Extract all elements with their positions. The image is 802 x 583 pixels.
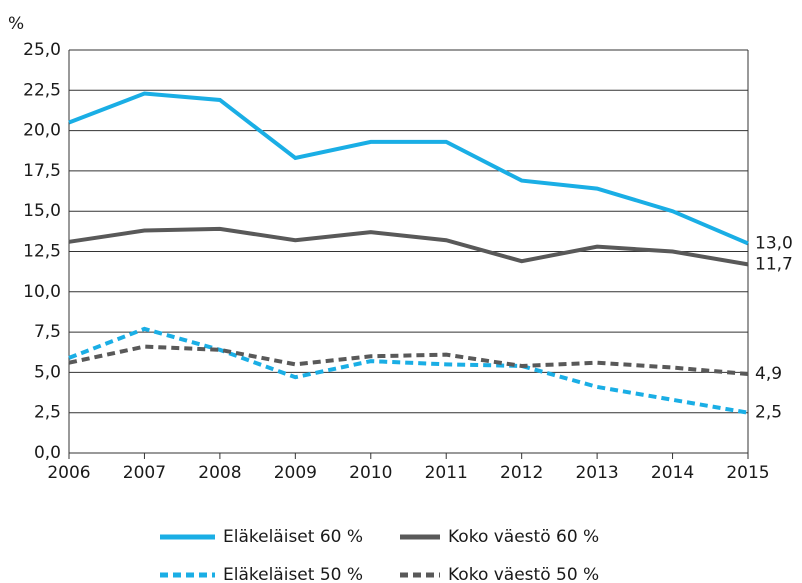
y-tick-label: 12,5 <box>23 242 61 262</box>
y-tick-label: 2,5 <box>34 403 61 423</box>
legend-label: Koko väestö 50 % <box>448 565 599 583</box>
x-tick-label: 2010 <box>349 463 392 483</box>
y-tick-label: 15,0 <box>23 201 61 221</box>
y-tick-label: 10,0 <box>23 282 61 302</box>
x-tick-label: 2011 <box>425 463 468 483</box>
value-label: 4,9 <box>755 364 782 384</box>
x-tick-label: 2015 <box>726 463 769 483</box>
value-label: 11,7 <box>755 254 793 274</box>
x-tick-label: 2009 <box>274 463 317 483</box>
y-tick-label: 0,0 <box>34 443 61 463</box>
x-tick-label: 2006 <box>47 463 90 483</box>
value-label: 13,0 <box>755 233 793 253</box>
y-tick-label: 7,5 <box>34 322 61 342</box>
series-line <box>68 326 749 415</box>
legend-label: Eläkeläiset 50 % <box>223 565 363 583</box>
legend-label: Koko väestö 60 % <box>448 527 599 547</box>
y-axis-label: % <box>8 14 24 34</box>
x-tick-label: 2008 <box>198 463 241 483</box>
value-label: 2,5 <box>755 403 782 423</box>
x-tick-label: 2014 <box>651 463 694 483</box>
series-line <box>68 344 749 377</box>
y-tick-label: 25,0 <box>23 40 61 60</box>
x-tick-label: 2007 <box>123 463 166 483</box>
y-tick-label: 20,0 <box>23 121 61 141</box>
x-tick-label: 2013 <box>575 463 618 483</box>
legend-label: Eläkeläiset 60 % <box>223 527 363 547</box>
y-tick-label: 22,5 <box>23 80 61 100</box>
y-tick-label: 17,5 <box>23 161 61 181</box>
series-line <box>68 91 749 246</box>
y-tick-label: 5,0 <box>34 362 61 382</box>
series-line <box>68 226 749 267</box>
x-tick-label: 2012 <box>500 463 543 483</box>
